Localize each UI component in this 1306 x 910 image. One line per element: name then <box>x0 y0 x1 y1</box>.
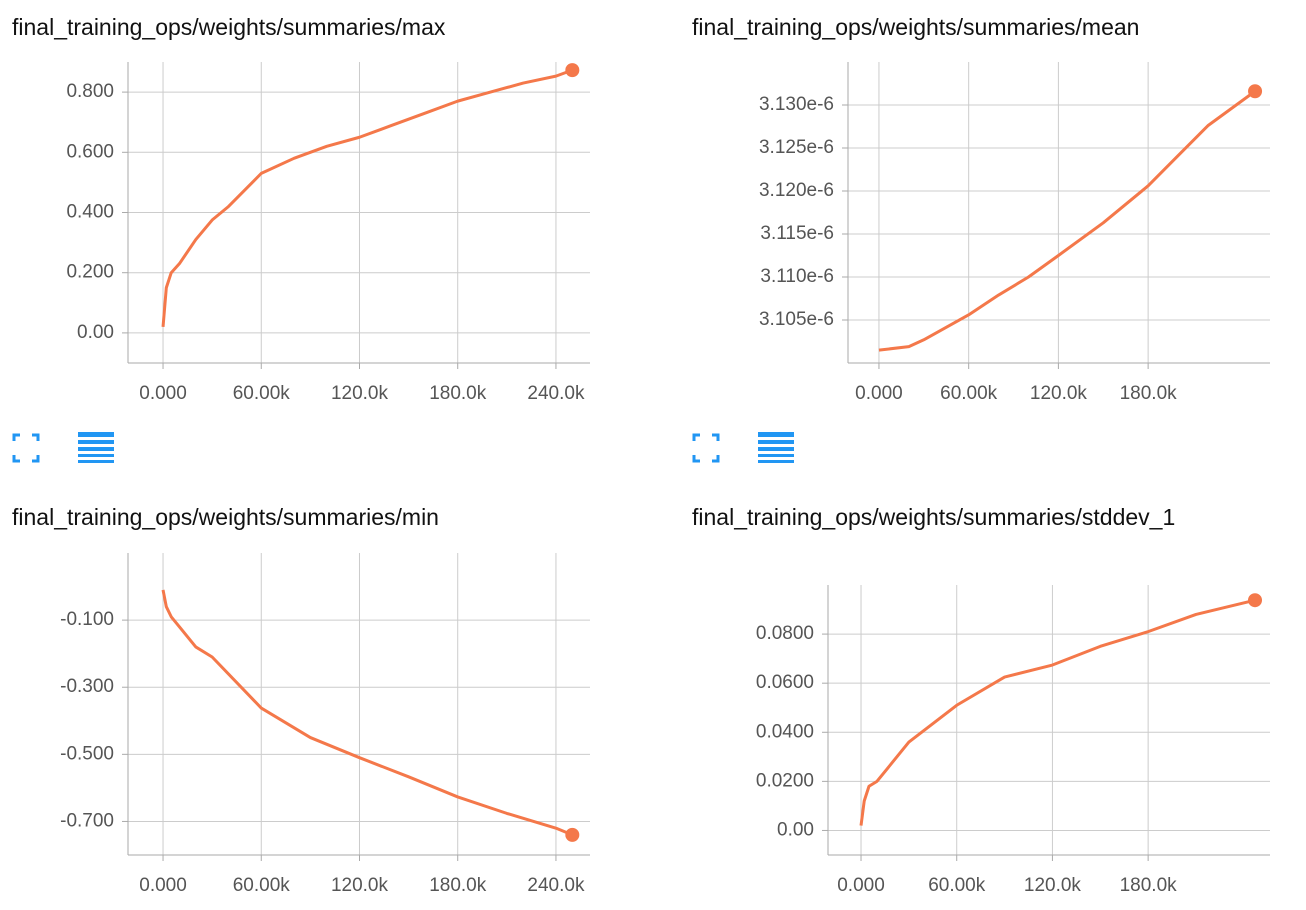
y-tick-label: 0.800 <box>66 81 114 102</box>
x-tick-label: 120.0k <box>1024 875 1082 896</box>
y-tick-label: 0.0400 <box>756 721 814 742</box>
list-icon[interactable] <box>758 432 794 463</box>
y-tick-label: 3.120e-6 <box>759 180 834 201</box>
x-tick-label: 240.0k <box>527 383 585 404</box>
y-tick-label: 0.00 <box>777 819 814 840</box>
y-tick-label: 0.400 <box>66 202 114 223</box>
line <box>859 598 1256 826</box>
x-tick-label: 60.00k <box>940 383 998 404</box>
y-tick-label: 0.200 <box>66 262 114 283</box>
x-tick-label: 240.0k <box>527 875 585 896</box>
end-point <box>1248 84 1263 99</box>
x-tick-label: 120.0k <box>1030 383 1088 404</box>
y-tick-label: 3.105e-6 <box>759 309 834 330</box>
y-tick-label: -0.300 <box>60 676 114 697</box>
x-tick-label: 0.000 <box>837 875 885 896</box>
y-tick-label: 3.125e-6 <box>759 137 834 158</box>
x-tick-label: 60.00k <box>233 875 291 896</box>
x-tick-label: 180.0k <box>1120 875 1178 896</box>
y-tick-label: 3.115e-6 <box>760 223 834 244</box>
y-tick-label: 0.00 <box>77 322 114 343</box>
chart-title: final_training_ops/weights/summaries/std… <box>692 504 1176 530</box>
y-tick-label: 3.130e-6 <box>759 94 834 115</box>
line <box>161 68 573 328</box>
end-point <box>1248 593 1263 608</box>
end-point <box>565 827 580 842</box>
y-tick-label: 0.0800 <box>756 623 814 644</box>
chart-title: final_training_ops/weights/summaries/mea… <box>692 14 1140 40</box>
y-tick-label: -0.500 <box>60 743 114 764</box>
y-tick-label: 0.600 <box>66 141 114 162</box>
list-icon[interactable] <box>78 432 114 463</box>
y-tick-label: -0.700 <box>60 810 114 831</box>
chart-title: final_training_ops/weights/summaries/min <box>12 504 439 530</box>
end-point <box>565 63 580 78</box>
chart-title: final_training_ops/weights/summaries/max <box>12 14 446 40</box>
x-tick-label: 60.00k <box>928 875 986 896</box>
x-tick-label: 120.0k <box>331 383 389 404</box>
y-tick-label: 3.110e-6 <box>760 266 834 287</box>
line <box>878 90 1256 352</box>
fullscreen-icon[interactable] <box>12 433 40 463</box>
x-tick-label: 180.0k <box>429 383 487 404</box>
y-tick-label: 0.0600 <box>756 672 814 693</box>
x-tick-label: 60.00k <box>233 383 291 404</box>
y-tick-label: -0.100 <box>60 609 114 630</box>
x-tick-label: 180.0k <box>429 875 487 896</box>
x-tick-label: 120.0k <box>331 875 389 896</box>
x-tick-label: 0.000 <box>855 383 903 404</box>
x-tick-label: 0.000 <box>139 383 187 404</box>
y-tick-label: 0.0200 <box>756 770 814 791</box>
line <box>161 589 573 837</box>
x-tick-label: 0.000 <box>139 875 187 896</box>
fullscreen-icon[interactable] <box>692 433 720 463</box>
x-tick-label: 180.0k <box>1120 383 1178 404</box>
